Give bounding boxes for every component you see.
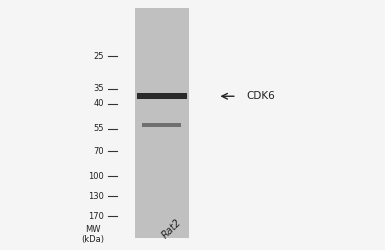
Text: 130: 130: [88, 192, 104, 201]
Text: 25: 25: [94, 52, 104, 61]
Text: MW
(kDa): MW (kDa): [81, 225, 104, 244]
Text: 35: 35: [93, 84, 104, 93]
Text: CDK6: CDK6: [246, 91, 275, 101]
Text: 55: 55: [94, 124, 104, 133]
Text: 170: 170: [88, 212, 104, 221]
Bar: [137, 93, 187, 99]
Bar: [142, 123, 181, 127]
Text: 40: 40: [94, 99, 104, 108]
Bar: [135, 8, 189, 237]
Text: 100: 100: [88, 172, 104, 181]
Text: 70: 70: [93, 147, 104, 156]
Text: Rat2: Rat2: [160, 217, 183, 240]
